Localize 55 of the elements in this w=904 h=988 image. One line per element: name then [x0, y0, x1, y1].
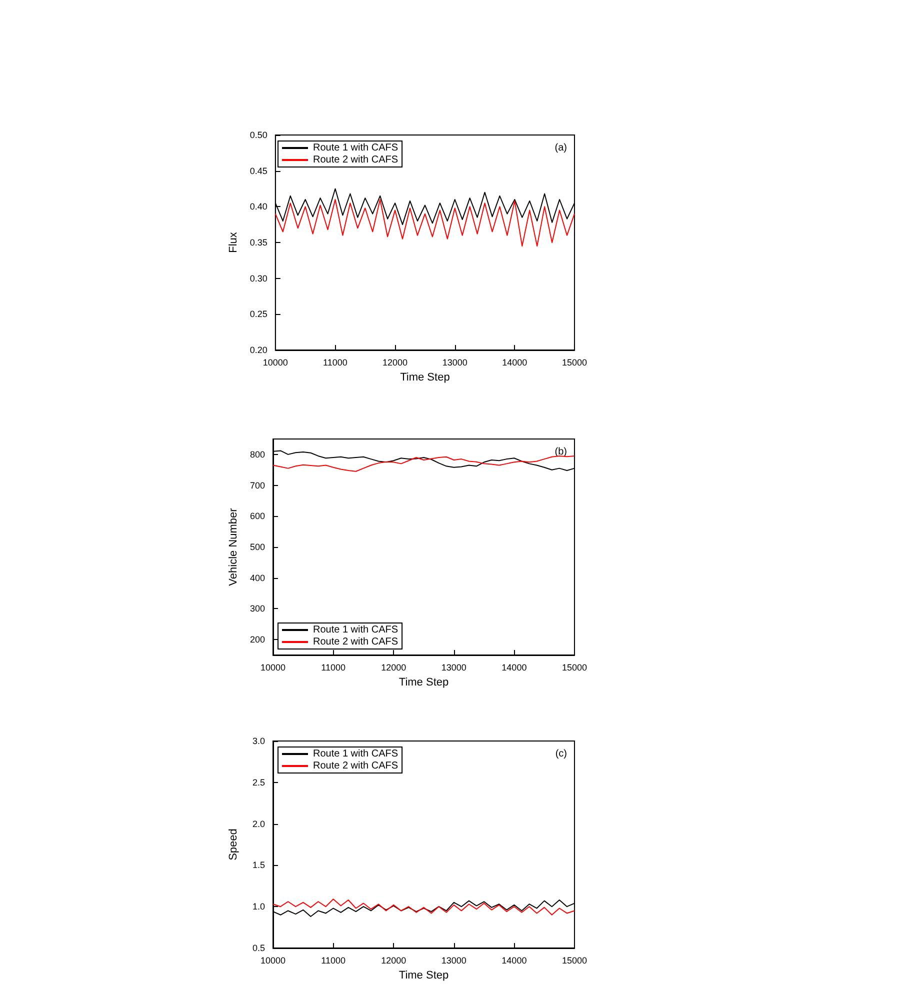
annotation: (c)	[555, 748, 568, 760]
y-tick-label: 1.5	[252, 860, 265, 870]
y-tick-label: 0.20	[250, 345, 268, 355]
y-tick-label: 300	[250, 604, 265, 614]
annotation: (a)	[554, 142, 568, 154]
y-tick-label: 0.5	[252, 943, 265, 953]
x-tick-label: 13000	[442, 358, 468, 368]
x-axis-title: Time Step	[398, 676, 449, 688]
x-axis-title: Time Step	[400, 372, 450, 384]
x-tick-label: 13000	[441, 662, 466, 672]
x-tick-label: 10000	[260, 662, 286, 672]
x-tick-label: 12000	[381, 662, 406, 672]
legend-label: Route 2 with CAFS	[313, 760, 398, 772]
x-tick-label: 15000	[562, 662, 587, 672]
legend-label: Route 2 with CAFS	[313, 154, 398, 166]
annotation: (b)	[554, 446, 568, 458]
y-tick-label: 2.5	[252, 777, 265, 788]
y-tick-label: 1.0	[252, 902, 265, 912]
y-axis-title: Speed	[228, 828, 240, 860]
legend-label: Route 1 with CAFS	[313, 142, 398, 154]
x-tick-label: 11000	[321, 956, 346, 966]
y-axis-title: Flux	[228, 232, 240, 253]
x-tick-label: 11000	[321, 662, 346, 672]
y-tick-label: 0.50	[250, 130, 268, 140]
y-axis-title: Vehicle Number	[228, 508, 240, 586]
y-tick-label: 2.0	[252, 818, 265, 829]
y-tick-label: 0.35	[250, 238, 268, 248]
x-tick-label: 11000	[323, 358, 348, 368]
y-tick-label: 800	[250, 449, 265, 460]
x-tick-label: 10000	[260, 956, 286, 966]
x-tick-label: 13000	[441, 956, 466, 966]
line-series	[272, 455, 575, 472]
y-tick-label: 0.30	[250, 273, 268, 284]
x-tick-label: 12000	[381, 956, 406, 966]
legend-label: Route 1 with CAFS	[313, 748, 398, 760]
legend-label: Route 2 with CAFS	[313, 636, 398, 648]
x-tick-label: 15000	[562, 956, 587, 966]
x-tick-label: 14000	[502, 662, 527, 672]
x-tick-label: 15000	[562, 358, 587, 368]
x-tick-label: 14000	[502, 358, 528, 368]
x-tick-label: 12000	[382, 358, 408, 368]
y-tick-label: 400	[250, 572, 265, 583]
x-axis-title: Time Step	[398, 970, 449, 982]
y-tick-label: 200	[250, 634, 265, 645]
y-tick-label: 0.45	[250, 166, 268, 176]
y-tick-label: 500	[250, 542, 265, 552]
y-tick-label: 0.25	[250, 309, 268, 320]
x-tick-label: 14000	[502, 956, 527, 966]
y-tick-label: 3.0	[252, 736, 265, 746]
y-tick-label: 0.40	[250, 202, 268, 212]
line-series	[274, 199, 575, 247]
legend-label: Route 1 with CAFS	[313, 624, 398, 636]
y-tick-label: 700	[250, 480, 265, 490]
y-tick-label: 600	[250, 511, 265, 522]
x-tick-label: 10000	[262, 358, 288, 368]
